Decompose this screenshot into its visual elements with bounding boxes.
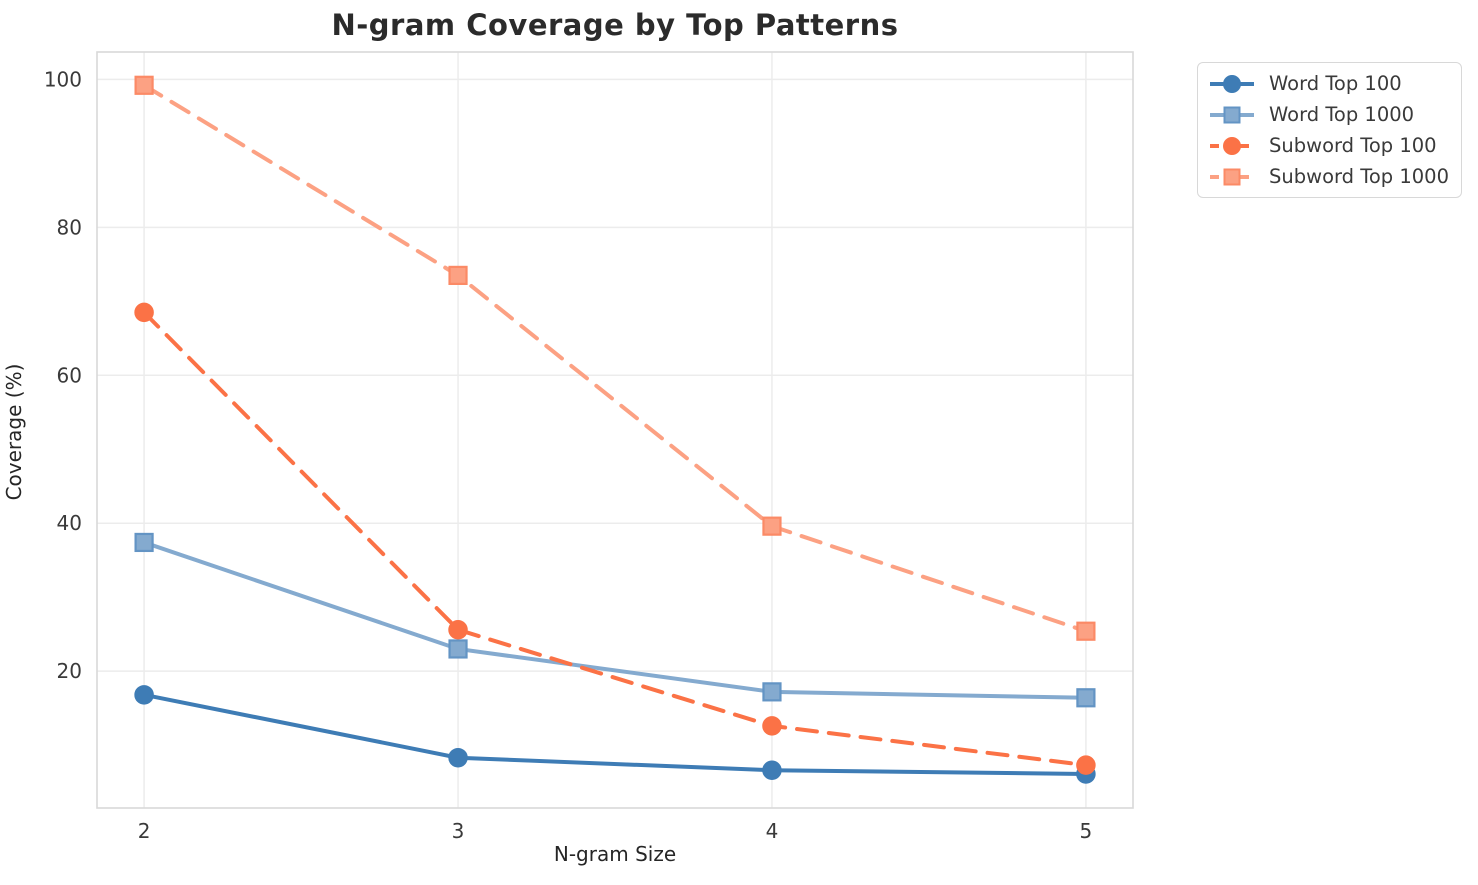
legend-item: Word Top 1000 bbox=[1208, 99, 1451, 130]
series-line bbox=[142, 540, 1088, 700]
x-tick-label: 5 bbox=[1080, 819, 1093, 843]
series-marker bbox=[134, 302, 154, 323]
series-line bbox=[142, 83, 1088, 634]
y-tick-label: 100 bbox=[44, 67, 82, 91]
legend: Word Top 100 Word Top 1000 Subword Top 100… bbox=[1197, 62, 1462, 198]
y-axis-label: Coverage (%) bbox=[2, 363, 26, 501]
y-tick-label: 20 bbox=[57, 659, 82, 683]
series-marker bbox=[448, 619, 468, 640]
series-marker bbox=[762, 760, 782, 781]
legend-label: Word Top 1000 bbox=[1269, 103, 1415, 126]
legend-square-marker-icon bbox=[1223, 168, 1241, 185]
y-tick-label: 80 bbox=[57, 215, 82, 239]
series-marker bbox=[448, 747, 468, 768]
chart-title: N-gram Coverage by Top Patterns bbox=[331, 8, 899, 42]
legend-label: Subword Top 1000 bbox=[1269, 165, 1449, 188]
x-tick-label: 4 bbox=[766, 819, 779, 843]
series-marker bbox=[762, 716, 782, 736]
series-marker bbox=[448, 265, 468, 285]
series-marker bbox=[1076, 755, 1096, 775]
legend-label: Word Top 100 bbox=[1269, 72, 1402, 95]
legend-line-sample bbox=[1210, 136, 1254, 155]
series-marker bbox=[134, 532, 154, 553]
series-line bbox=[142, 692, 1088, 776]
y-tick-label: 40 bbox=[57, 511, 82, 535]
legend-circle-marker-icon bbox=[1223, 74, 1241, 93]
x-axis-label: N-gram Size bbox=[553, 842, 677, 866]
series-marker bbox=[762, 682, 782, 702]
legend-circle-marker-icon bbox=[1223, 136, 1241, 155]
plot-border bbox=[96, 51, 1134, 809]
series-marker bbox=[134, 685, 154, 705]
series-marker bbox=[762, 516, 782, 536]
x-tick-label: 2 bbox=[138, 819, 151, 843]
legend-square-marker-icon bbox=[1223, 106, 1241, 123]
series-marker bbox=[1076, 688, 1096, 708]
legend-item: Subword Top 1000 bbox=[1208, 161, 1451, 192]
legend-item: Word Top 100 bbox=[1208, 68, 1451, 99]
x-tick-label: 3 bbox=[452, 819, 465, 843]
legend-line-sample bbox=[1210, 106, 1254, 123]
series-marker bbox=[1076, 621, 1096, 641]
series-line bbox=[142, 310, 1088, 768]
legend-label: Subword Top 100 bbox=[1269, 134, 1437, 157]
series-marker bbox=[134, 75, 154, 95]
y-tick-label: 60 bbox=[57, 363, 82, 387]
legend-line-sample bbox=[1210, 168, 1254, 185]
legend-line-sample bbox=[1210, 74, 1254, 93]
series-marker bbox=[448, 639, 468, 659]
legend-item: Subword Top 100 bbox=[1208, 130, 1451, 161]
